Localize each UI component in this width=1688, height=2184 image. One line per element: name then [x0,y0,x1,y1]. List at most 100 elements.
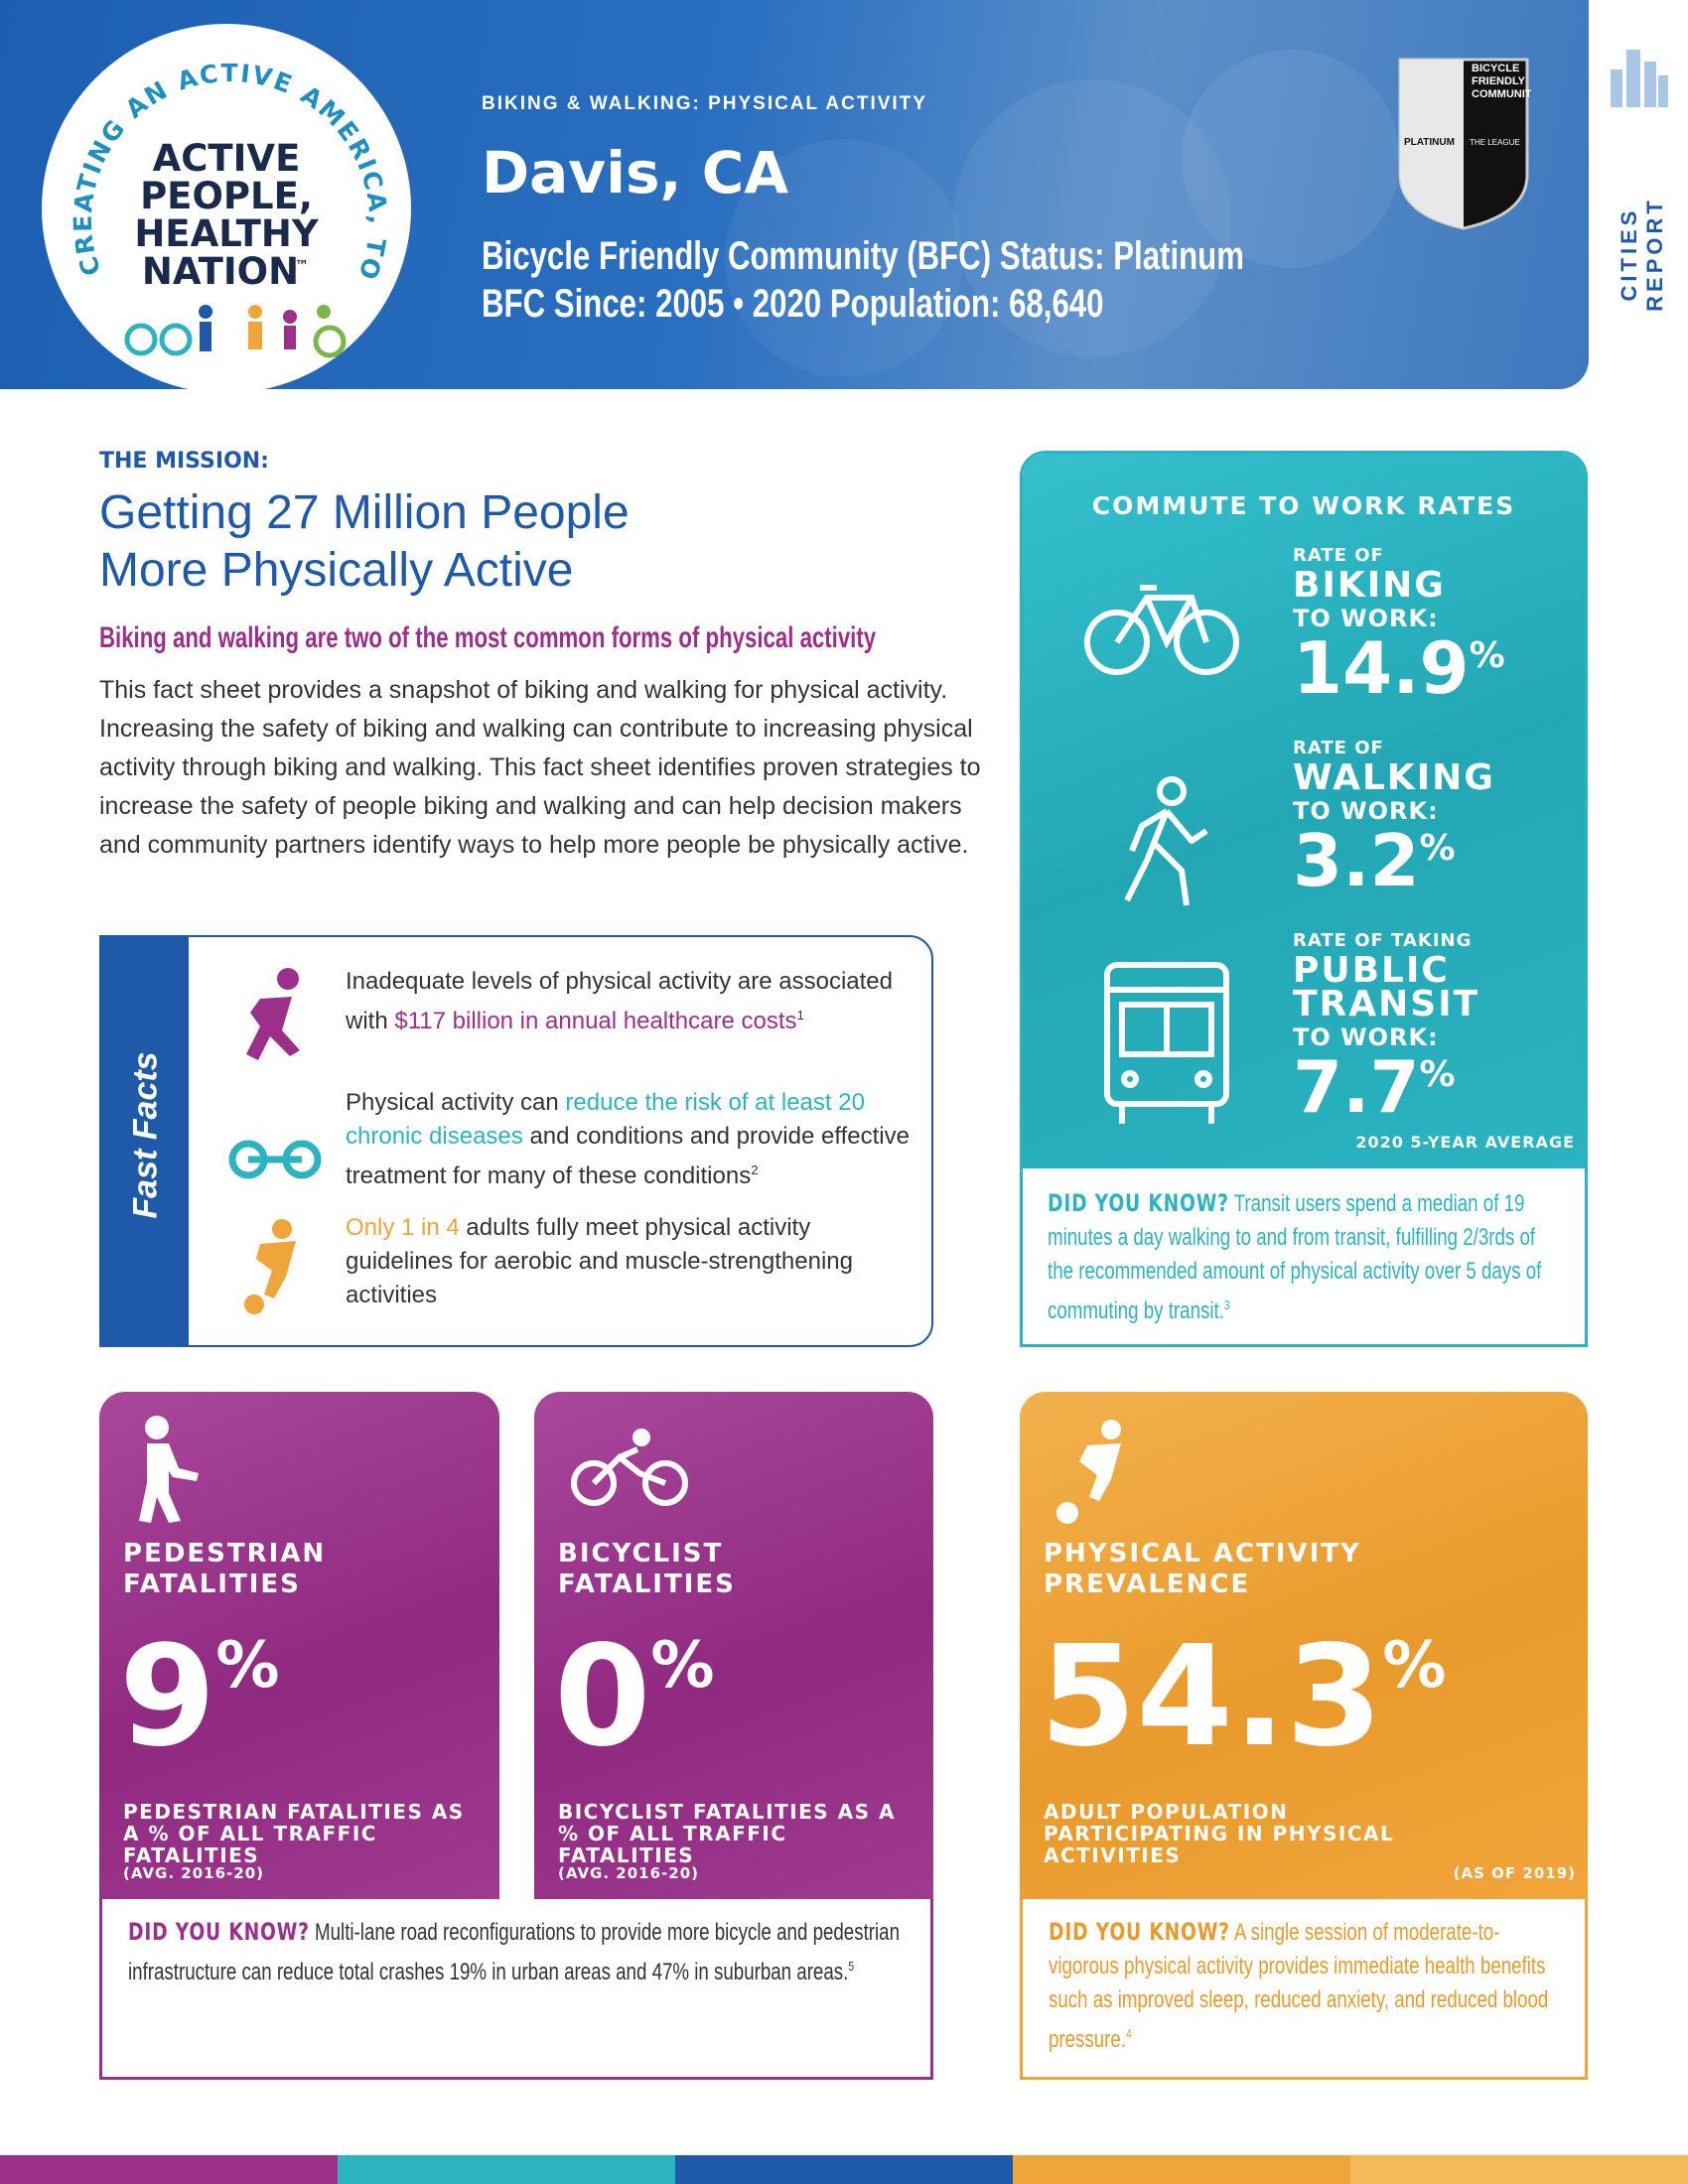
title-line: PEDESTRIAN [123,1539,327,1569]
rate-post: TO WORK: [1293,797,1439,825]
footer-bar [675,2155,1013,2184]
fast-facts-strip [101,937,189,1345]
footnote: 3 [1223,1297,1230,1312]
badge-text: BICYCLE [1472,63,1519,74]
bfc-since: BFC Since: 2005 • 2020 Population: 68,64… [482,282,1104,326]
rate-pre: RATE OF [1293,545,1384,566]
title-line: BICYCLIST [558,1539,724,1569]
footnote: 1 [796,1008,804,1023]
value-unit: % [1419,1054,1456,1095]
mission-subhead: Biking and walking are two of the most c… [99,621,877,654]
rate-value: 3.2% [1293,825,1495,896]
commute-rate: RATE OF BIKING TO WORK: 14.9% [1293,545,1505,705]
did-you-know: DID YOU KNOW? Multi-lane road reconfigur… [128,1915,903,1989]
fact-text: Inadequate levels of physical activity a… [346,968,893,1034]
bicyclist-card: BICYCLIST FATALITIES 0% BICYCLIST FATALIT… [534,1392,933,1899]
badge-org: THE LEAGUE [1470,138,1520,147]
fast-facts-title: Fast Facts [126,1051,165,1219]
card-period: (AS OF 2019) [1453,1864,1576,1882]
card-period: (AVG. 2016-20) [558,1864,699,1882]
pedestrian-icon [139,1416,199,1523]
title-line: FATALITIES [558,1570,736,1599]
pedestrian-card: PEDESTRIAN FATALITIES 9% PEDESTRIAN FATAL… [99,1392,499,1899]
bfc-badge: BICYCLE FRIENDLY COMMUNITY PLATINUM THE … [1398,58,1531,230]
value-number: 0 [554,1616,651,1778]
logo-line: PEOPLE, [140,175,313,217]
footnote: 5 [848,1959,855,1974]
fatalities-did-you-know: DID YOU KNOW? Multi-lane road reconfigur… [99,1899,933,2080]
card-title: PHYSICAL ACTIVITY PREVALENCE [1044,1539,1361,1600]
value-number: 14.9 [1293,626,1470,710]
fact-text: and conditions and provide effective tre… [346,1123,910,1189]
logo-art: CREATING AN ACTIVE AMERICA, TOGETHER ACT… [31,1,390,358]
mission-label: THE MISSION: [99,449,269,474]
fast-facts: Fast Facts Inadequate levels of physical… [99,935,933,1347]
value-unit: % [1382,1629,1447,1703]
dyk-label: DID YOU KNOW? [1048,1189,1229,1217]
activity-icon [1056,1420,1121,1524]
kicker: BIKING & WALKING: PHYSICAL ACTIVITY [482,93,927,114]
card-value: 9% [119,1628,280,1767]
value-number: 7.7 [1293,1045,1420,1129]
card-caption: PEDESTRIAN FATALITIES AS A % OF ALL TRAF… [123,1800,465,1867]
commute-panel: COMMUTE TO WORK RATES RATE OF BIKING TO WO… [1020,451,1588,1347]
logo-figures [124,305,347,358]
heading-line: Getting 27 Million People [99,486,630,539]
mission-body: This fact sheet provides a snapshot of b… [99,676,981,859]
did-you-know: DID YOU KNOW? A single session of modera… [1049,1915,1560,2057]
title-line: FATALITIES [123,1570,301,1599]
logo-line: HEALTHY [134,212,320,255]
logo-tm: ™ [295,258,309,274]
fact-highlight: $117 billion in annual healthcare costs [394,1008,797,1034]
card-value: 0% [554,1628,715,1767]
city: Davis, CA [482,139,789,206]
fact-highlight: reduce the risk of at least 20 chronic d… [346,1089,865,1150]
badge-text: COMMUNITY [1472,88,1531,100]
fact-text: adults fully meet physical activity guid… [346,1214,853,1308]
mission-heading: Getting 27 Million People More Physically… [99,484,630,600]
did-you-know: DID YOU KNOW? Transit users spend a medi… [1048,1186,1559,1328]
value-unit: % [1469,635,1505,676]
card-title: BICYCLIST FATALITIES [558,1539,736,1600]
card-caption: BICYCLIST FATALITIES AS A % OF ALL TRAFF… [558,1800,896,1867]
commute-rate: RATE OF TAKING PUBLIC TRANSIT TO WORK: 7.7% [1293,930,1551,1124]
footnote: 2 [751,1162,759,1177]
fact-highlight: Only 1 in 4 [346,1214,460,1241]
dyk-text: A single session of moderate-to-vigorous… [1049,1919,1549,2053]
commute-rate: RATE OF WALKING TO WORK: 3.2% [1293,740,1495,897]
value-unit: % [215,1629,280,1703]
rate-post: TO WORK: [1293,1024,1439,1051]
value-unit: % [650,1629,715,1703]
logo-line: NATION [142,250,299,293]
dyk-text: Multi-lane road reconfigurations to prov… [128,1919,900,1985]
card-period: (AVG. 2016-20) [123,1864,264,1882]
fact-icons [228,968,322,1314]
value-number: 9 [119,1616,216,1778]
commute-background [1023,454,1585,1168]
header-photo-overlay [725,50,1400,377]
commute-title: COMMUTE TO WORK RATES [1091,491,1516,520]
commute-icons [1084,585,1239,1124]
dyk-label: DID YOU KNOW? [1049,1918,1230,1946]
title-line: PHYSICAL ACTIVITY [1044,1539,1361,1569]
rate-value: 7.7% [1293,1051,1551,1123]
fact: Inadequate levels of physical activity a… [346,965,921,1038]
fact: Physical activity can reduce the risk of… [346,1086,921,1193]
dyk-label: DID YOU KNOW? [128,1918,310,1946]
logo: CREATING AN ACTIVE AMERICA, TOGETHER ACT… [31,1,411,393]
logo-line: ACTIVE [153,137,301,180]
heading-line: More Physically Active [99,544,574,597]
card-value: 54.3% [1040,1628,1447,1767]
card-title: PEDESTRIAN FATALITIES [123,1539,326,1600]
fact-text: Physical activity can [346,1089,559,1116]
value-number: 3.2 [1293,819,1420,902]
activity-card: PHYSICAL ACTIVITY PREVALENCE 54.3% ADULT … [1020,1392,1588,1899]
bicyclist-icon [571,1429,688,1506]
rate-pre: RATE OF TAKING [1293,930,1473,951]
rate-mode: PUBLIC TRANSIT [1293,950,1480,1024]
title-line: PREVALENCE [1044,1570,1251,1599]
rate-post: TO WORK: [1293,605,1439,632]
rate-mode: BIKING [1293,565,1446,606]
footer-bar [1350,2155,1688,2184]
